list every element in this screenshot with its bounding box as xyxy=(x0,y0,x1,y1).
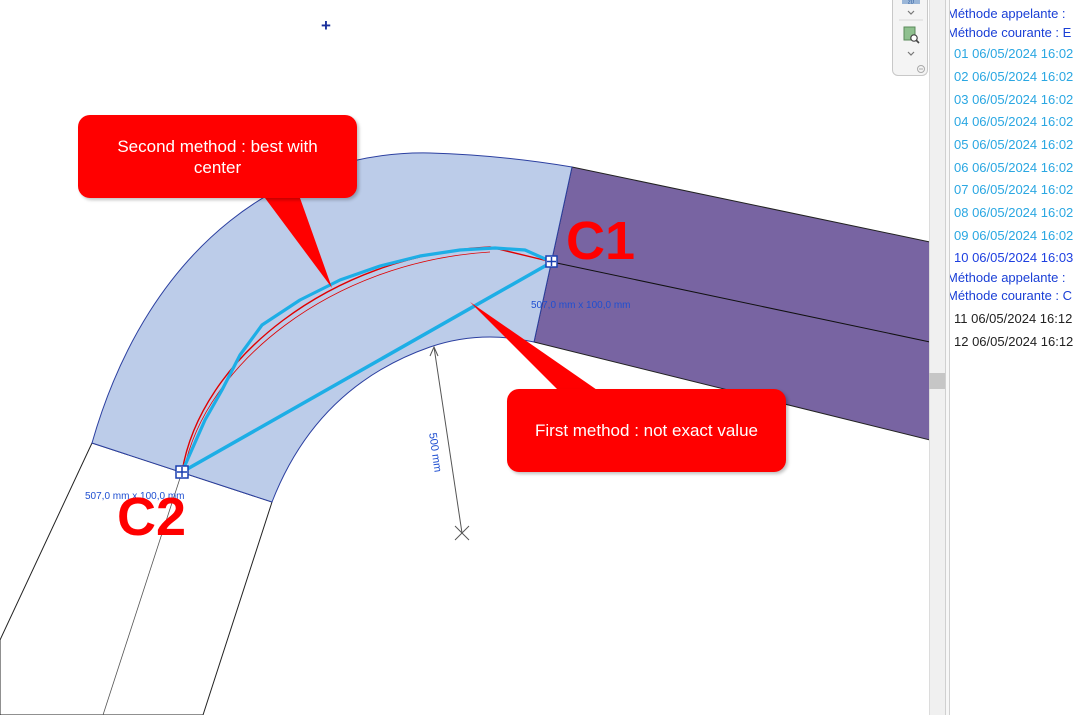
log-line: 11 06/05/2024 16:12 xyxy=(954,311,1073,326)
origin-plus-marker: + xyxy=(321,16,331,35)
radius-center-x2 xyxy=(454,525,470,541)
chevron-down-icon[interactable] xyxy=(907,10,915,15)
2d-icon[interactable]: 2D xyxy=(902,0,920,6)
log-line: Méthode courante : C xyxy=(950,288,1073,303)
minus-circle-icon[interactable] xyxy=(917,65,925,73)
log-line: 04 06/05/2024 16:02 xyxy=(954,114,1074,129)
duct-drawing[interactable] xyxy=(0,0,930,715)
vertical-scrollbar[interactable] xyxy=(929,0,945,715)
svg-text:2D: 2D xyxy=(908,0,915,6)
scrollbar-thumb[interactable] xyxy=(929,373,945,389)
red-arc-inner xyxy=(183,251,491,471)
log-line: 12 06/05/2024 16:12 xyxy=(954,334,1074,349)
log-line: 10 06/05/2024 16:03 xyxy=(954,250,1074,265)
label-c1: C1 xyxy=(566,211,636,271)
log-line: Méthode appelante : xyxy=(950,270,1066,285)
log-line: 09 06/05/2024 16:02 xyxy=(954,228,1074,243)
duct-centerline-lower xyxy=(102,471,183,715)
log-line: Méthode courante : E xyxy=(950,25,1072,40)
callout-second-method: Second method : best with center xyxy=(78,115,357,198)
callout-second-pointer xyxy=(265,198,332,288)
elbow-fitting[interactable] xyxy=(91,152,573,503)
log-line: 01 06/05/2024 16:02 xyxy=(954,46,1074,61)
label-c2: C2 xyxy=(117,487,187,547)
chevron-down-icon[interactable] xyxy=(907,51,915,56)
section-dimension-c2: 507,0 mm x 100,0 mm xyxy=(85,491,185,502)
log-line: 08 06/05/2024 16:02 xyxy=(954,205,1074,220)
cyan-curve xyxy=(180,246,553,473)
callout-first-method: First method : not exact value xyxy=(507,389,786,472)
zoom-document-icon[interactable] xyxy=(903,26,920,44)
duct-centerline-right xyxy=(551,261,930,343)
drawing-canvas[interactable]: + 507,0 mm x 100,0 mm 507,0 mm x 100,0 m… xyxy=(0,0,930,715)
radius-dimension-line xyxy=(433,346,463,534)
cyan-chord xyxy=(181,260,553,474)
panel-splitter[interactable] xyxy=(945,0,950,715)
log-panel: Méthode appelante : Méthode courante : E… xyxy=(950,0,1078,715)
log-line: 07 06/05/2024 16:02 xyxy=(954,182,1074,197)
log-line: 03 06/05/2024 16:02 xyxy=(954,92,1074,107)
connector-grip-c2[interactable] xyxy=(175,465,189,479)
log-line: 02 06/05/2024 16:02 xyxy=(954,69,1074,84)
connector-grip-c1[interactable] xyxy=(545,255,558,268)
section-dimension-c1: 507,0 mm x 100,0 mm xyxy=(531,300,631,311)
callout-first-pointer xyxy=(470,302,600,392)
radius-arrow-head xyxy=(429,345,439,357)
view-toolbar: 2D xyxy=(892,0,928,76)
log-line: 06 06/05/2024 16:02 xyxy=(954,160,1074,175)
log-line: Méthode appelante : xyxy=(950,6,1066,21)
log-line: 05 06/05/2024 16:02 xyxy=(954,137,1074,152)
